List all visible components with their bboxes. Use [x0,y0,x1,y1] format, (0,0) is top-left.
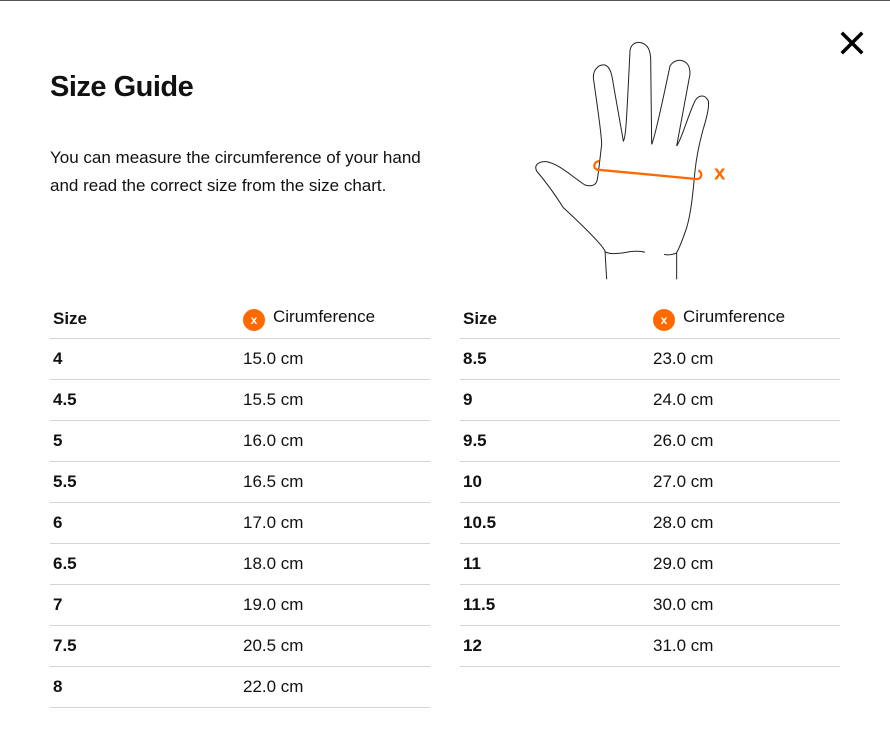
circumference-cell: 15.0 cm [240,338,430,380]
size-cell: 5.5 [50,461,240,503]
size-cell: 12 [460,625,650,667]
size-cell: 4 [50,338,240,380]
circumference-cell: 15.5 cm [240,379,430,421]
size-cell: 10.5 [460,502,650,544]
table-row: 8 22.0 cm [50,666,430,708]
size-cell: 5 [50,420,240,462]
table-row: 9 24.0 cm [460,379,840,421]
circumference-cell: 23.0 cm [650,338,840,380]
circumference-cell: 31.0 cm [650,625,840,667]
circumference-header: x Cirumference [240,299,430,339]
x-marker-icon: x [243,308,265,331]
size-header: Size [50,299,240,339]
table-header-row: Size x Cirumference [460,299,840,339]
x-marker-icon: x [653,308,675,331]
table-row: 10.5 28.0 cm [460,502,840,544]
circumference-cell: 16.0 cm [240,420,430,462]
table-row: 11.5 30.0 cm [460,584,840,626]
table-header-row: Size x Cirumference [50,299,430,339]
size-cell: 10 [460,461,650,503]
size-cell: 11.5 [460,584,650,626]
table-row: 9.5 26.0 cm [460,420,840,462]
table-row: 6 17.0 cm [50,502,430,544]
circumference-cell: 28.0 cm [650,502,840,544]
table-row: 6.5 18.0 cm [50,543,430,585]
circumference-cell: 20.5 cm [240,625,430,667]
circumference-cell: 27.0 cm [650,461,840,503]
circumference-cell: 22.0 cm [240,666,430,708]
table-row: 5 16.0 cm [50,420,430,462]
table-row: 10 27.0 cm [460,461,840,503]
size-cell: 7.5 [50,625,240,667]
marker-label: x [714,162,726,185]
size-cell: 9 [460,379,650,421]
table-row: 7.5 20.5 cm [50,625,430,667]
table-row: 11 29.0 cm [460,543,840,585]
size-cell: 6.5 [50,543,240,585]
close-icon[interactable] [838,29,866,57]
size-header: Size [460,299,650,339]
table-row: 5.5 16.5 cm [50,461,430,503]
table-row: 8.5 23.0 cm [460,338,840,380]
size-cell: 4.5 [50,379,240,421]
circumference-cell: 26.0 cm [650,420,840,462]
table-row: 7 19.0 cm [50,584,430,626]
intro-text: You can measure the circumference of you… [50,148,421,195]
hand-measure-illustration: x [520,31,760,291]
circumference-cell: 24.0 cm [650,379,840,421]
circumference-cell: 18.0 cm [240,543,430,585]
table-row: 12 31.0 cm [460,625,840,667]
circumference-cell: 30.0 cm [650,584,840,626]
size-cell: 8.5 [460,338,650,380]
size-cell: 8 [50,666,240,708]
table-row: 4.5 15.5 cm [50,379,430,421]
circumference-cell: 19.0 cm [240,584,430,626]
page-title: Size Guide [50,71,194,103]
circumference-header: x Cirumference [650,299,840,339]
size-cell: 6 [50,502,240,544]
size-cell: 11 [460,543,650,585]
circumference-cell: 29.0 cm [650,543,840,585]
table-row: 4 15.0 cm [50,338,430,380]
size-cell: 9.5 [460,420,650,462]
size-table-left: Size x Cirumference 4 15.0 cm 4.5 15.5 cm 5 16… [50,299,430,708]
size-table-right: Size x Cirumference 8.5 23.0 cm 9 24.0 cm 9.5… [460,299,840,667]
circumference-cell: 16.5 cm [240,461,430,503]
circumference-cell: 17.0 cm [240,502,430,544]
size-cell: 7 [50,584,240,626]
